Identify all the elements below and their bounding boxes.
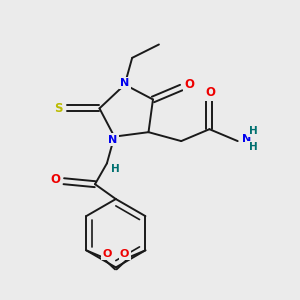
- Text: O: O: [120, 249, 129, 259]
- Text: N: N: [120, 78, 129, 88]
- Text: H: H: [249, 126, 257, 136]
- Text: S: S: [54, 102, 63, 115]
- Text: O: O: [184, 78, 194, 91]
- Text: N: N: [242, 134, 251, 144]
- Text: O: O: [50, 173, 61, 186]
- Text: H: H: [249, 142, 257, 152]
- Text: O: O: [102, 249, 112, 259]
- Text: H: H: [111, 164, 120, 174]
- Text: N: N: [108, 135, 118, 145]
- Text: O: O: [205, 86, 215, 99]
